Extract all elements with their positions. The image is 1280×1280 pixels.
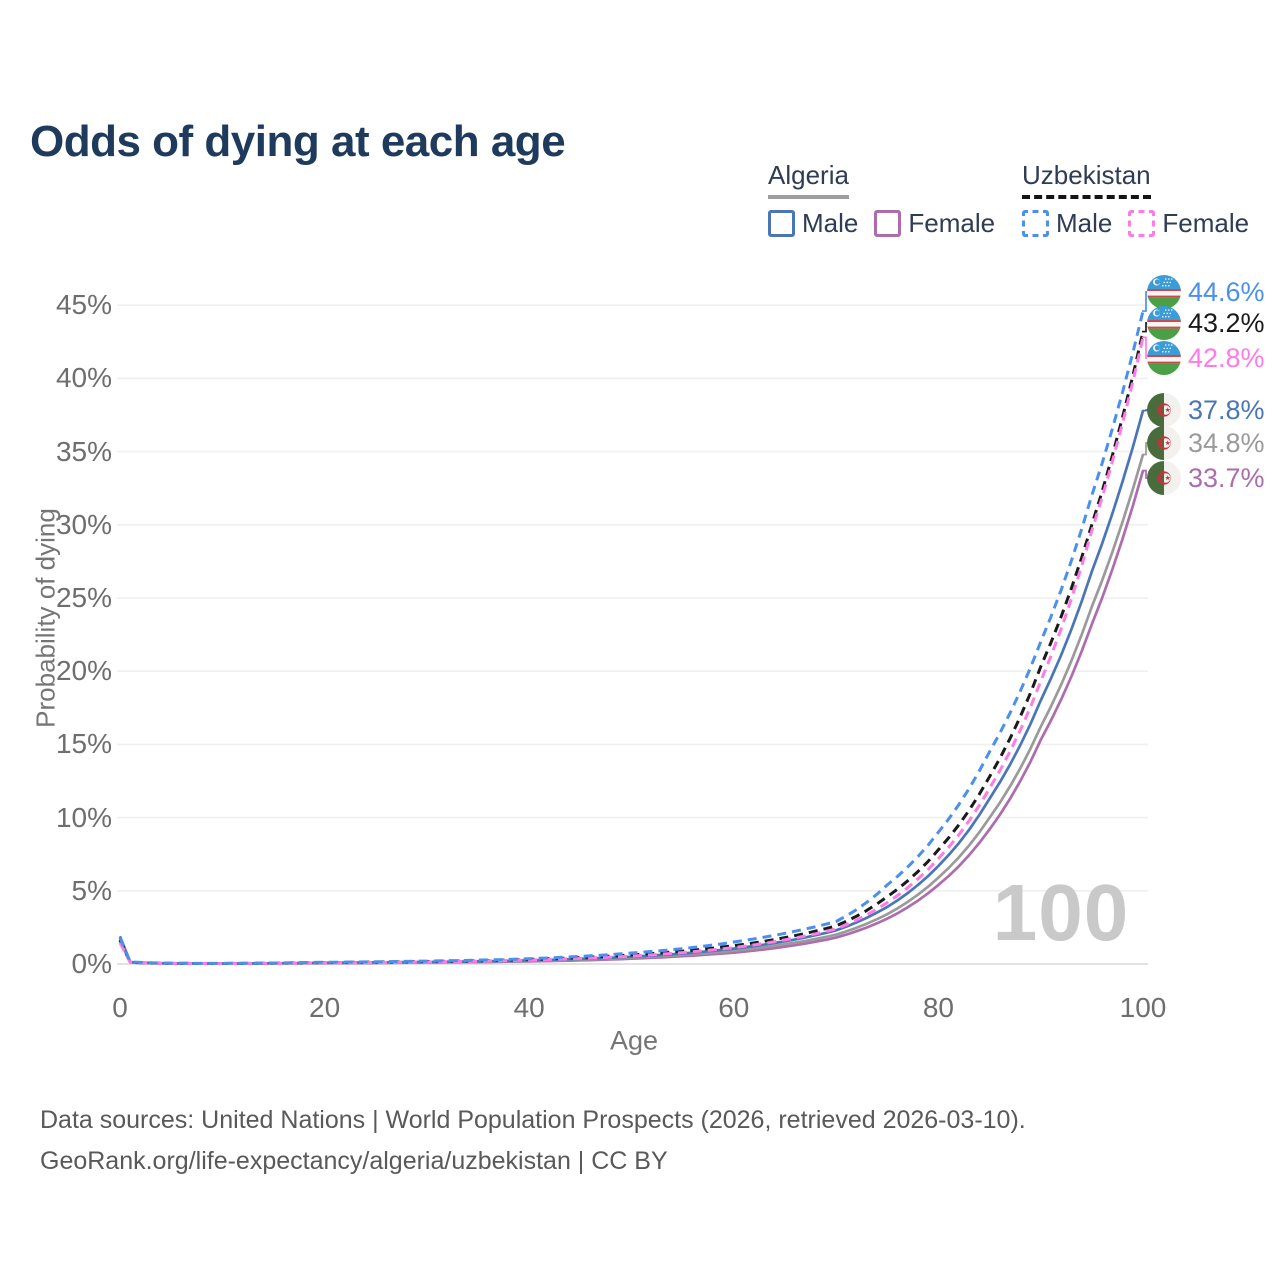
x-axis-title: Age <box>609 1025 659 1056</box>
end-value-label: 33.7% <box>1188 462 1265 493</box>
end-value-label: 37.8% <box>1188 394 1265 425</box>
end-label-algeria-female: 33.7% <box>1147 461 1265 495</box>
x-tick-label: 100 <box>1119 992 1167 1023</box>
y-axis-title: Probability of dying <box>30 508 61 728</box>
end-label-uzbekistan-female: 42.8% <box>1147 341 1265 375</box>
uzbekistan-flag-icon <box>1147 306 1181 340</box>
uzbekistan-male-swatch-icon <box>1022 210 1049 237</box>
x-tick-label: 80 <box>922 992 954 1023</box>
algeria-flag-icon <box>1147 393 1181 427</box>
y-tick-label: 5% <box>71 874 112 906</box>
data-source-line-2: GeoRank.org/life-expectancy/algeria/uzbe… <box>40 1147 668 1175</box>
y-tick-label: 35% <box>55 435 112 467</box>
uzbekistan-flag-icon <box>1147 341 1181 375</box>
end-label-algeria-male: 37.8% <box>1147 393 1265 427</box>
uzbekistan-female-swatch-icon <box>1128 210 1156 237</box>
algeria-flag-icon <box>1147 426 1181 460</box>
legend-group-uzbekistan: Uzbekistan Male Female <box>1022 160 1249 239</box>
x-tick-label: 20 <box>309 992 341 1023</box>
legend-country-algeria: Algeria <box>768 160 849 199</box>
legend-items-algeria: Male Female <box>768 208 995 239</box>
series-line-uzbekistan-male <box>118 310 1145 965</box>
legend-item-uzbekistan-female[interactable]: Female <box>1128 208 1249 239</box>
series-line-uzbekistan-female <box>118 337 1145 966</box>
series-line-algeria-female <box>118 470 1145 965</box>
y-tick-label: 25% <box>55 582 112 613</box>
y-tick-label: 15% <box>55 728 112 760</box>
legend-item-uzbekistan-male[interactable]: Male <box>1022 208 1112 239</box>
legend-item-algeria-male[interactable]: Male <box>768 208 858 239</box>
legend-items-uzbekistan: Male Female <box>1022 208 1249 239</box>
algeria-female-swatch-icon <box>874 210 902 237</box>
legend-label-uzbekistan-female: Female <box>1162 208 1250 238</box>
legend-country-uzbekistan: Uzbekistan <box>1022 160 1151 199</box>
uzbekistan-flag-icon <box>1147 275 1181 309</box>
legend-label-uzbekistan-male: Male <box>1056 208 1113 238</box>
end-value-label: 44.6% <box>1188 276 1265 307</box>
legend-group-algeria: Algeria Male Female <box>768 160 995 239</box>
y-tick-label: 0% <box>71 948 112 979</box>
end-value-label: 34.8% <box>1188 427 1265 458</box>
chart-title: Odds of dying at each age <box>30 117 566 167</box>
legend-label-algeria-male: Male <box>802 208 859 238</box>
end-value-label: 42.8% <box>1188 342 1265 373</box>
y-tick-label: 10% <box>55 801 112 833</box>
y-tick-label: 20% <box>55 655 112 687</box>
end-label-algeria-both: 34.8% <box>1147 426 1265 460</box>
y-tick-label: 30% <box>55 508 112 540</box>
series-line-algeria-both <box>118 454 1145 965</box>
end-label-uzbekistan-both: 43.2% <box>1147 306 1265 340</box>
end-label-uzbekistan-male: 44.6% <box>1147 275 1265 309</box>
x-tick-label: 0 <box>112 992 128 1023</box>
x-tick-label: 40 <box>513 992 545 1023</box>
data-source-line-1: Data sources: United Nations | World Pop… <box>40 1106 1026 1134</box>
legend-label-algeria-female: Female <box>908 208 996 238</box>
algeria-male-swatch-icon <box>768 210 795 237</box>
legend-item-algeria-female[interactable]: Female <box>874 208 995 239</box>
y-tick-label: 45% <box>55 289 112 321</box>
end-value-label: 43.2% <box>1188 307 1265 338</box>
y-tick-label: 40% <box>55 362 112 394</box>
x-tick-label: 60 <box>718 992 750 1023</box>
series-line-uzbekistan-both <box>118 331 1145 965</box>
series-line-algeria-male <box>118 410 1145 965</box>
age-watermark: 100 <box>992 868 1130 957</box>
algeria-flag-icon <box>1147 461 1181 495</box>
